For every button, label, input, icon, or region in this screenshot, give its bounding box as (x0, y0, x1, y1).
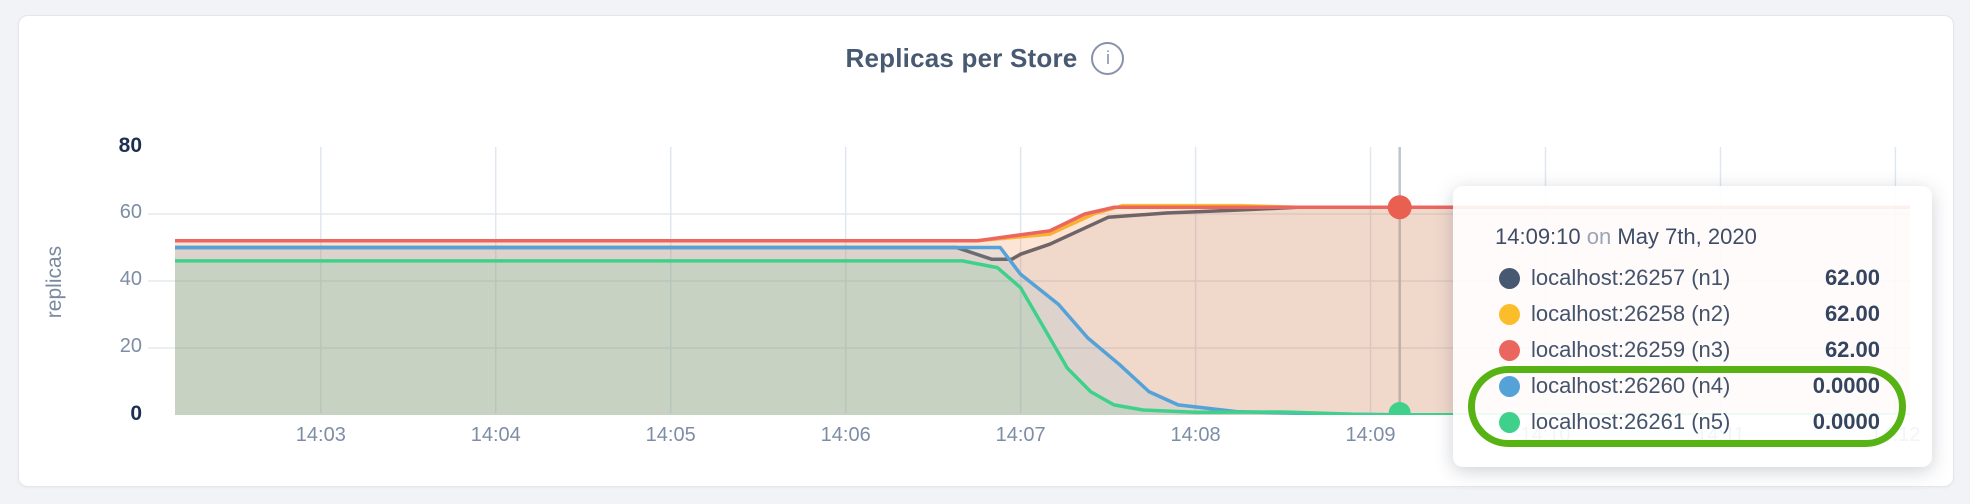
series-line (175, 205, 1910, 261)
series-color-dot (1499, 411, 1520, 433)
tooltip-date: May 7th, 2020 (1617, 224, 1757, 249)
tooltip-series-label: localhost:26258 (n2) (1531, 301, 1731, 326)
y-tick-label: 60 (119, 201, 142, 223)
x-tick-label: 14:04 (470, 424, 521, 446)
info-icon[interactable]: i (1091, 42, 1125, 75)
x-tick-label: 14:07 (995, 424, 1046, 446)
tooltip-series-value: 62.00 (1824, 301, 1880, 326)
tooltip-series-value: 62.00 (1824, 265, 1880, 290)
series-area (175, 260, 1910, 415)
tooltip-row: localhost:26259 (n3) 62.00 (1499, 332, 1880, 368)
y-tick-label: 0 (130, 402, 142, 425)
tooltip-on-word: on (1586, 224, 1612, 249)
y-tick-label: 20 (119, 335, 142, 357)
y-tick-label: 80 (118, 134, 142, 157)
tooltip-row: localhost:26261 (n5) 0.0000 (1499, 404, 1880, 440)
tooltip-series-label: localhost:26260 (n4) (1531, 373, 1731, 398)
tooltip-timestamp: 14:09:10 on May 7th, 2020 (1495, 222, 1757, 252)
series-line (175, 259, 1910, 415)
chart-title: Replicas per Store (845, 43, 1078, 73)
series-line (175, 205, 1910, 243)
tooltip-series-label: localhost:26261 (n5) (1531, 409, 1731, 434)
tooltip-series-value: 62.00 (1824, 337, 1880, 362)
tooltip-row: localhost:26260 (n4) 0.0000 (1499, 368, 1880, 404)
x-tick-label: 14:05 (645, 424, 696, 446)
y-tick-label: 40 (119, 268, 142, 290)
series-color-dot (1499, 339, 1520, 361)
hover-marker (1388, 402, 1411, 415)
tooltip-series-value: 0.0000 (1812, 409, 1880, 434)
tooltip-row: localhost:26257 (n1) 62.00 (1499, 260, 1880, 296)
series-color-dot (1499, 375, 1520, 397)
tooltip-time: 14:09:10 (1495, 224, 1581, 249)
x-tick-label: 14:09 (1345, 424, 1396, 446)
hover-marker (1387, 195, 1412, 220)
x-tick-label: 14:06 (820, 424, 871, 446)
tooltip-series-label: localhost:26259 (n3) (1531, 337, 1731, 362)
tooltip-series-label: localhost:26257 (n1) (1531, 265, 1731, 290)
tooltip-row: localhost:26258 (n2) 62.00 (1499, 296, 1880, 332)
tooltip-rows: localhost:26257 (n1) 62.00 localhost:26258… (1499, 260, 1880, 440)
chart-header: Replicas per Store i (0, 42, 1970, 75)
x-tick-label: 14:03 (295, 424, 346, 446)
chart-tooltip: 14:09:10 on May 7th, 2020 localhost:2625… (1453, 186, 1932, 467)
tooltip-series-value: 0.0000 (1812, 373, 1880, 398)
x-tick-label: 14:08 (1170, 424, 1221, 446)
series-color-dot (1499, 303, 1520, 325)
series-color-dot (1499, 267, 1520, 289)
series-area (175, 247, 1910, 415)
